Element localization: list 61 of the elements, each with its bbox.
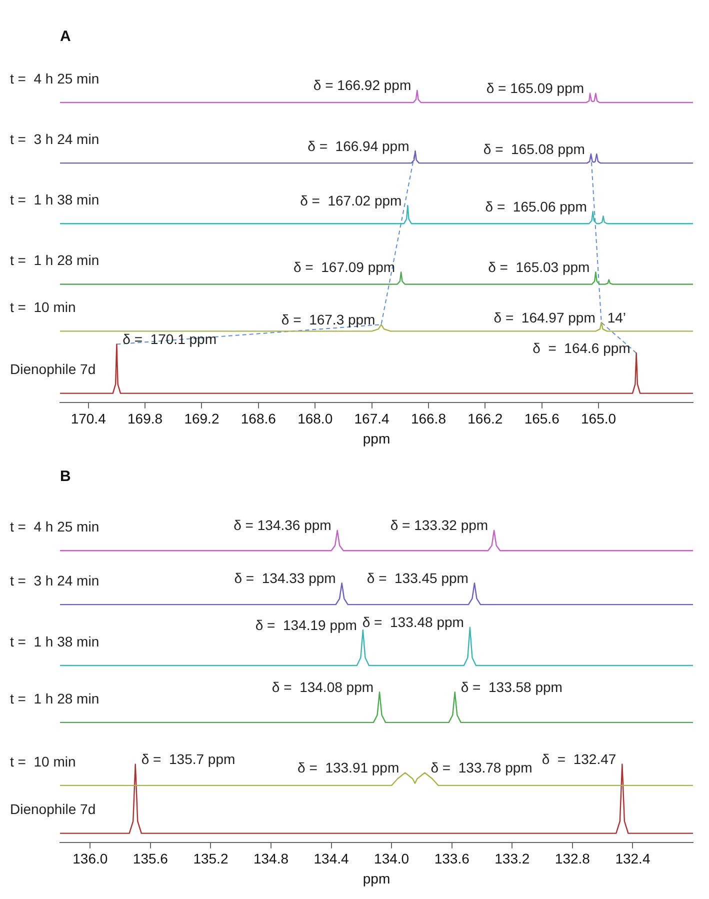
annotation: δ = 134.08 ppm — [272, 678, 374, 695]
annotation: δ = 134.36 ppm — [234, 517, 332, 534]
annotation: δ = 134.33 ppm — [234, 570, 336, 586]
series-label: t = 3 h 24 min — [10, 572, 100, 588]
annotation: δ = 166.92 ppm — [313, 77, 412, 94]
series-label: t = 3 h 24 min — [10, 130, 100, 147]
x-tick-label: 165.6 — [524, 410, 560, 427]
x-axis-title: ppm — [362, 870, 390, 886]
x-tick-label: 133.2 — [494, 850, 530, 867]
x-tick-label: 134.4 — [314, 850, 350, 867]
x-tick-label: 135.2 — [193, 850, 228, 867]
annotation: δ = 166.94 ppm — [308, 138, 410, 154]
annotation: δ = 132.47 — [542, 751, 616, 768]
x-tick-label: 167.4 — [354, 410, 390, 427]
x-tick-label: 170.4 — [70, 410, 106, 427]
annotation: δ = 135.7 ppm — [141, 751, 236, 768]
series-label: Dienophile 7d — [10, 361, 96, 378]
series-label: t = 4 h 25 min — [10, 70, 100, 86]
series-label: t = 1 h 28 min — [10, 690, 100, 706]
annotation: δ = 133.91 ppm — [298, 760, 400, 776]
annotation: δ = 133.45 ppm — [366, 570, 468, 586]
annotation: δ = 133.48 ppm — [362, 614, 464, 630]
x-tick-label: 133.6 — [434, 850, 470, 867]
annotation: δ = 165.06 ppm — [485, 198, 587, 214]
annotation: δ = 165.03 ppm — [488, 258, 590, 275]
annotation: δ = 167.3 ppm — [281, 311, 376, 328]
x-tick-label: 134.0 — [374, 850, 410, 867]
series-label: Dienophile 7d — [10, 801, 96, 818]
x-tick-label: 168.6 — [240, 410, 276, 427]
annotation: δ = 167.02 ppm — [300, 192, 402, 208]
x-tick-label: 166.2 — [468, 410, 503, 427]
x-tick-label: 134.8 — [253, 850, 289, 867]
series-label: t = 1 h 38 min — [10, 192, 100, 208]
annotation: δ = 133.32 ppm — [390, 517, 488, 534]
x-tick-label: 169.8 — [128, 410, 163, 427]
x-tick-label: 166.8 — [410, 410, 446, 427]
annotation: δ = 133.58 ppm — [460, 678, 562, 695]
x-tick-label: 132.4 — [615, 850, 650, 867]
series-label: t = 10 min — [10, 299, 76, 316]
chart-title: B — [60, 468, 71, 486]
x-axis-title: ppm — [362, 430, 390, 446]
series-label: t = 1 h 28 min — [10, 252, 100, 268]
x-tick-label: 136.0 — [72, 850, 108, 867]
x-tick-label: 165.0 — [581, 410, 616, 427]
chart-title: A — [60, 28, 71, 46]
annotation: δ = 167.09 ppm — [293, 258, 396, 275]
annotation: δ = 165.09 ppm — [486, 80, 584, 96]
x-tick-label: 169.2 — [184, 410, 220, 427]
x-tick-label: 132.8 — [554, 850, 590, 867]
annotation: δ = 164.97 ppm — [494, 309, 596, 326]
x-tick-label: 168.0 — [298, 410, 333, 427]
series-label: t = 10 min — [10, 753, 76, 770]
x-tick-label: 135.6 — [132, 850, 168, 867]
annotation: 14’ — [607, 309, 626, 326]
annotation: δ = 164.6 ppm — [532, 340, 630, 356]
annotation: δ = 170.1 ppm — [122, 331, 216, 348]
annotation: δ = 165.08 ppm — [483, 140, 585, 157]
annotation: δ = 134.19 ppm — [255, 616, 357, 633]
annotation: δ = 133.78 ppm — [430, 760, 532, 776]
series-label: t = 1 h 38 min — [10, 633, 100, 650]
series-label: t = 4 h 25 min — [10, 518, 100, 535]
